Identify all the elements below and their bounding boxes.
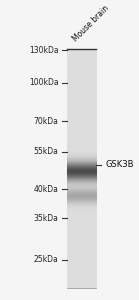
Text: 70kDa: 70kDa: [34, 117, 59, 126]
Text: 35kDa: 35kDa: [34, 214, 59, 223]
Text: 130kDa: 130kDa: [29, 46, 59, 55]
Text: Mouse brain: Mouse brain: [71, 3, 111, 43]
Text: 100kDa: 100kDa: [29, 78, 59, 87]
Text: 55kDa: 55kDa: [34, 147, 59, 156]
Text: 25kDa: 25kDa: [34, 255, 59, 264]
Text: GSK3B: GSK3B: [105, 160, 134, 169]
Text: 40kDa: 40kDa: [34, 185, 59, 194]
